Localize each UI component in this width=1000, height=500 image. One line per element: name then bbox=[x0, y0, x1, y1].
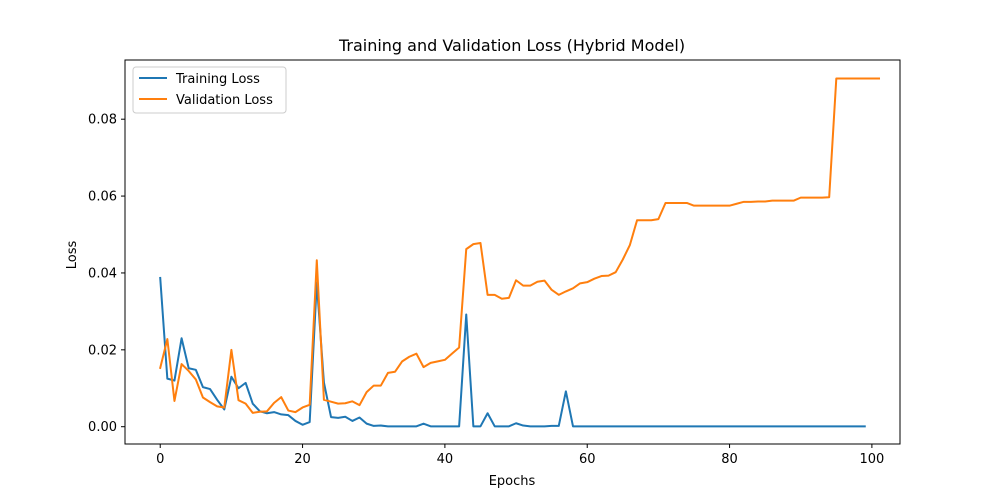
y-tick-label: 0.00 bbox=[88, 420, 117, 435]
y-tick-label: 0.04 bbox=[88, 266, 117, 281]
plot-frame bbox=[124, 59, 901, 445]
axis-ticks: 0 20 40 60 80 100 0.00 0.02 0.04 0.06 0.08 bbox=[88, 113, 884, 467]
y-tick-label: 0.08 bbox=[88, 113, 117, 128]
x-tick-label: 0 bbox=[156, 452, 164, 467]
x-tick-label: 80 bbox=[721, 452, 738, 467]
y-tick-label: 0.02 bbox=[88, 343, 117, 358]
legend-box bbox=[132, 66, 287, 114]
x-tick-label: 60 bbox=[579, 452, 596, 467]
x-tick-label: 20 bbox=[294, 452, 311, 467]
plot-lines bbox=[159, 77, 881, 428]
series-line-validation-loss bbox=[159, 77, 881, 414]
x-axis-label: Epochs bbox=[489, 474, 536, 489]
y-tick-label: 0.06 bbox=[88, 190, 117, 205]
x-tick-label: 40 bbox=[437, 452, 454, 467]
x-tick-label: 100 bbox=[859, 452, 884, 467]
y-axis-label: Loss bbox=[65, 241, 80, 270]
chart-title: Training and Validation Loss (Hybrid Mod… bbox=[338, 36, 685, 55]
legend-label-training-loss: Training Loss bbox=[175, 72, 260, 87]
legend-label-validation-loss: Validation Loss bbox=[176, 93, 273, 108]
series-line-training-loss bbox=[159, 276, 866, 428]
legend: Training Loss Validation Loss bbox=[132, 66, 287, 114]
